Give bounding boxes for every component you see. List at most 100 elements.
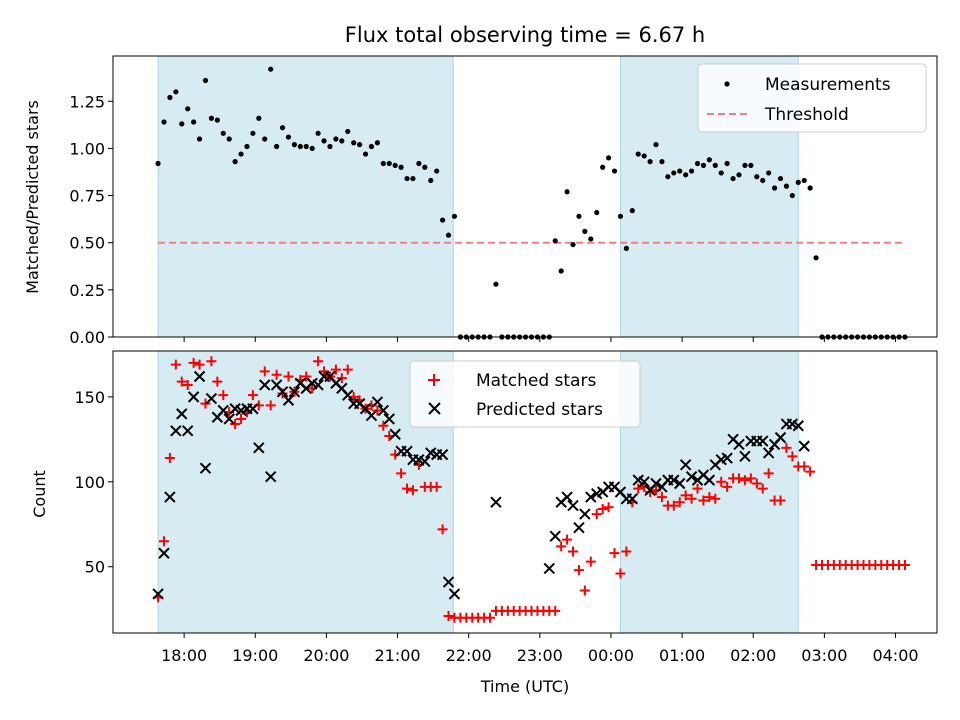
legend-matched-marker bbox=[428, 374, 440, 386]
measurement-point bbox=[724, 160, 730, 167]
predicted-stars-point bbox=[152, 588, 164, 600]
matched-stars-point bbox=[437, 524, 448, 535]
predicted-stars-point bbox=[567, 499, 579, 512]
predicted-stars-point bbox=[490, 496, 502, 508]
measurement-point bbox=[440, 217, 446, 223]
matched-stars-point bbox=[686, 493, 697, 504]
measurement-point bbox=[493, 281, 499, 287]
matched-stars-point bbox=[342, 364, 353, 375]
top-y-tick-label: 0.00 bbox=[69, 328, 105, 347]
matched-stars-point bbox=[170, 359, 181, 370]
predicted-stars-point bbox=[792, 420, 804, 432]
matched-stars-point bbox=[372, 405, 383, 416]
measurement-point bbox=[694, 160, 701, 167]
matched-stars-point bbox=[556, 541, 567, 552]
bottom-y-tick-label: 50 bbox=[85, 558, 105, 577]
matched-stars-point bbox=[218, 390, 229, 401]
measurement-point bbox=[220, 130, 226, 136]
predicted-stars-point bbox=[193, 370, 206, 383]
x-tick-label: 01:00 bbox=[659, 646, 705, 665]
matched-stars-point bbox=[562, 534, 573, 545]
measurement-point bbox=[819, 334, 825, 340]
predicted-stars-point bbox=[703, 474, 716, 486]
predicted-stars-point bbox=[217, 404, 229, 417]
top-y-tick-label: 0.50 bbox=[69, 234, 105, 253]
x-tick-label: 00:00 bbox=[588, 646, 634, 665]
measurement-point bbox=[386, 160, 392, 167]
measurement-point bbox=[736, 172, 742, 178]
predicted-stars-point bbox=[638, 476, 650, 488]
predicted-stars-point bbox=[585, 491, 597, 503]
measurement-point bbox=[167, 94, 173, 101]
measurement-point bbox=[843, 334, 849, 340]
measurement-point bbox=[825, 334, 831, 340]
matched-stars-point bbox=[787, 451, 798, 462]
measurement-point bbox=[831, 334, 837, 340]
measurement-point bbox=[688, 168, 695, 174]
measurement-point bbox=[807, 185, 813, 191]
observing-interval-1 bbox=[157, 55, 454, 338]
measurement-point bbox=[445, 232, 452, 238]
measurement-point bbox=[558, 268, 564, 274]
matched-stars-point bbox=[378, 420, 389, 431]
measurement-point bbox=[451, 213, 458, 219]
measurement-point bbox=[315, 130, 321, 136]
matched-stars-point bbox=[573, 565, 584, 576]
predicted-stars-point bbox=[573, 521, 585, 534]
predicted-stars-point bbox=[650, 477, 662, 490]
measurement-point bbox=[760, 177, 766, 184]
matched-stars-point bbox=[265, 400, 276, 411]
bottom-y-axis-label: Count bbox=[30, 470, 49, 518]
bottom-y-ticks: 50 100 150 bbox=[74, 388, 113, 577]
legend-threshold-label: Threshold bbox=[764, 105, 849, 125]
matched-stars-point bbox=[645, 487, 656, 497]
predicted-stars-point bbox=[383, 413, 395, 425]
matched-stars-point bbox=[633, 483, 644, 494]
predicted-stars-point bbox=[448, 588, 461, 600]
predicted-stars-point bbox=[757, 435, 769, 447]
predicted-stars-point bbox=[181, 425, 194, 437]
measurement-point bbox=[226, 136, 232, 142]
bottom-legend: Matched stars Predicted stars bbox=[409, 360, 641, 428]
bottom-panel: 50 100 150 18:00 19:00 20:00 21:00 22:00 23:00 0… bbox=[30, 350, 938, 696]
measurement-point bbox=[795, 179, 801, 185]
bottom-y-tick-label: 150 bbox=[74, 388, 105, 407]
matched-stars-point bbox=[781, 442, 792, 453]
predicted-stars-point bbox=[170, 425, 182, 437]
matched-stars-point bbox=[603, 502, 614, 513]
predicted-stars-point bbox=[187, 391, 200, 403]
predicted-stars-point bbox=[543, 562, 556, 575]
measurement-point bbox=[238, 151, 244, 157]
predicted-stars-point bbox=[342, 389, 354, 401]
measurement-point bbox=[683, 172, 689, 178]
matched-stars-point bbox=[704, 492, 715, 503]
matched-stars-point bbox=[739, 475, 750, 486]
measurement-point bbox=[309, 145, 315, 152]
top-legend-box bbox=[697, 63, 927, 133]
measurement-point bbox=[665, 174, 671, 180]
measurement-point bbox=[404, 175, 410, 182]
measurement-point bbox=[742, 162, 748, 168]
measurement-point bbox=[392, 162, 398, 168]
measurement-point bbox=[374, 140, 380, 146]
matched-stars-point bbox=[277, 388, 288, 399]
measurement-point bbox=[428, 177, 434, 184]
measurement-point bbox=[748, 162, 754, 168]
matched-stars-point bbox=[230, 419, 241, 430]
x-tick-label: 23:00 bbox=[517, 646, 563, 665]
matched-stars-point bbox=[236, 413, 247, 424]
x-tick-label: 18:00 bbox=[161, 646, 207, 665]
measurement-point bbox=[434, 168, 440, 174]
measurement-point bbox=[262, 136, 268, 142]
predicted-stars-point bbox=[223, 413, 235, 425]
matched-stars-point bbox=[579, 585, 590, 596]
bottom-y-tick-label: 100 bbox=[74, 473, 105, 492]
matched-stars-point bbox=[716, 476, 727, 487]
measurement-point bbox=[623, 245, 629, 251]
measurement-point bbox=[534, 334, 541, 340]
measurement-point bbox=[345, 128, 351, 135]
predicted-stars-point bbox=[668, 474, 680, 486]
measurement-point bbox=[617, 213, 624, 219]
predicted-stars-point bbox=[176, 408, 188, 420]
measurement-point bbox=[866, 334, 873, 340]
